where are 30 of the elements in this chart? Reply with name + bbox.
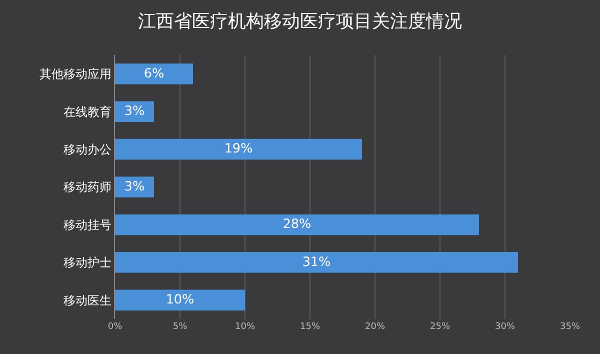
data-label: 31% — [302, 254, 331, 270]
bar — [115, 176, 154, 198]
bar — [115, 252, 518, 273]
x-tick-label: 0% — [108, 322, 123, 332]
x-tick-label: 30% — [494, 322, 516, 332]
bar — [115, 63, 193, 84]
y-tick-label: 移动办公 — [64, 142, 112, 156]
data-label: 19% — [224, 142, 253, 157]
data-label: 28% — [282, 217, 312, 232]
y-tick-label: 移动医生 — [64, 293, 112, 308]
bar — [115, 138, 362, 160]
x-tick-label: 35% — [560, 322, 580, 332]
x-tick-label: 15% — [300, 322, 320, 332]
y-tick-label: 其他移动应用 — [40, 67, 112, 82]
x-tick-label: 10% — [234, 322, 256, 332]
data-label: 6% — [144, 66, 164, 82]
chart-title: 江西省医疗机构移动医疗项目关注度情况 — [138, 10, 462, 32]
x-tick-label: 25% — [430, 322, 450, 332]
x-tick-label: 20% — [364, 322, 386, 332]
x-tick-label: 5% — [172, 322, 188, 332]
y-tick-label: 移动护士 — [64, 256, 112, 270]
y-tick-label: 移动挂号 — [64, 218, 112, 232]
y-tick-label: 移动药师 — [64, 180, 112, 194]
data-label: 3% — [124, 104, 145, 120]
bar — [115, 290, 245, 311]
data-label: 10% — [166, 292, 194, 308]
bar — [115, 214, 479, 236]
data-label: 3% — [124, 179, 145, 194]
y-tick-label: 在线教育 — [64, 104, 112, 119]
bar — [115, 101, 154, 122]
